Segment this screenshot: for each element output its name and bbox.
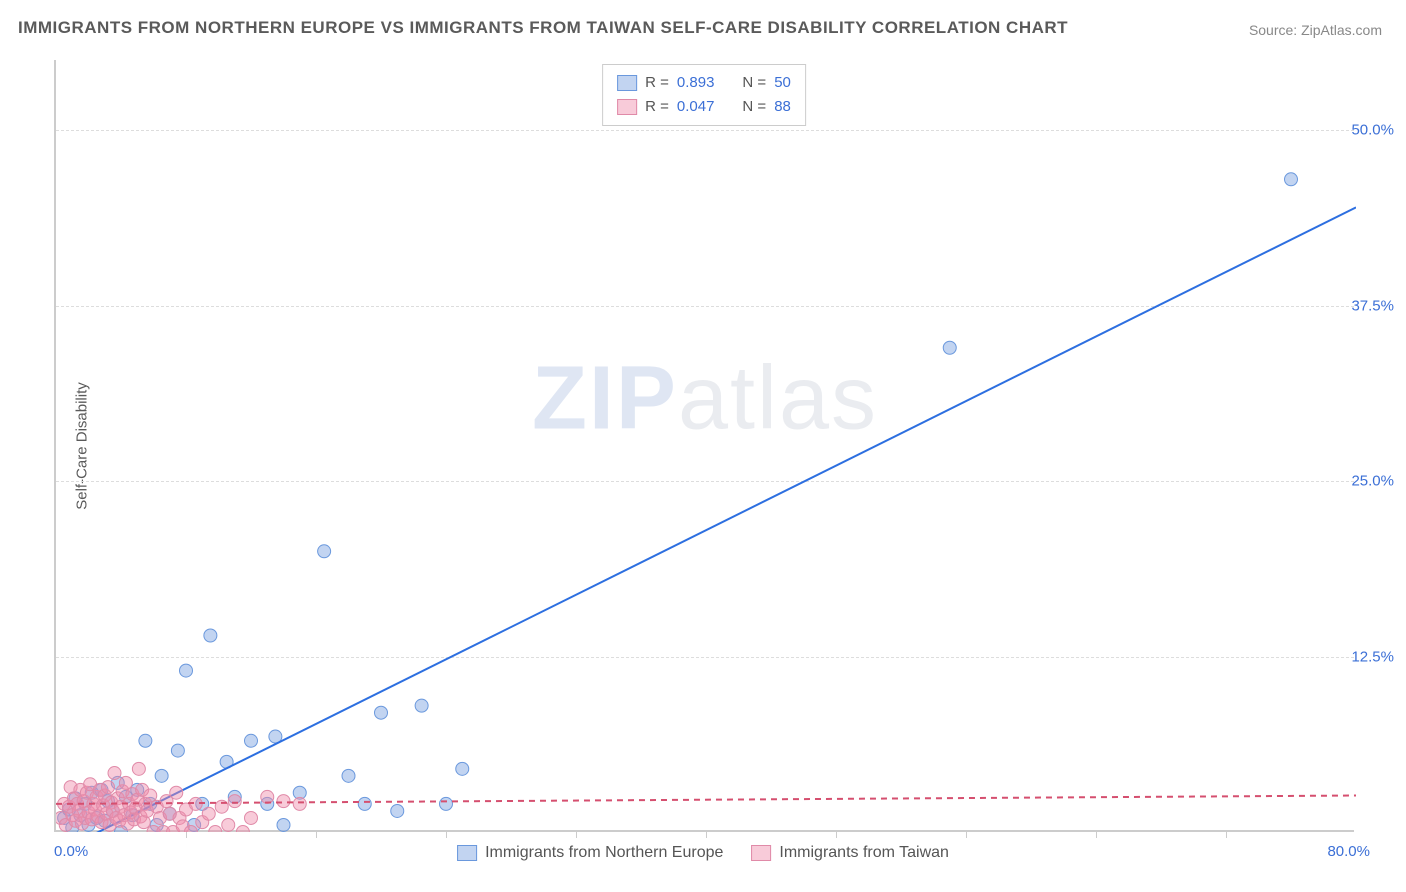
x-max-label: 80.0%	[1327, 843, 1370, 860]
data-point	[943, 341, 956, 354]
data-point	[180, 664, 193, 677]
data-point	[171, 744, 184, 757]
data-point	[456, 762, 469, 775]
legend-swatch	[617, 99, 637, 115]
plot-region: ZIPatlas	[54, 60, 1354, 832]
data-point	[245, 811, 258, 824]
y-tick-label: 12.5%	[1351, 648, 1394, 665]
data-point	[170, 786, 183, 799]
legend-n-value: 50	[774, 71, 791, 95]
y-tick-label: 50.0%	[1351, 122, 1394, 139]
legend-row: R = 0.893 N = 50	[617, 71, 791, 95]
data-point	[236, 826, 249, 833]
legend-n-label: N =	[742, 71, 766, 95]
data-point	[415, 699, 428, 712]
data-point	[277, 818, 290, 831]
y-tick-label: 25.0%	[1351, 473, 1394, 490]
data-point	[358, 797, 371, 810]
data-point	[245, 734, 258, 747]
legend-r-value: 0.893	[677, 71, 715, 95]
data-point	[139, 734, 152, 747]
legend-swatch	[457, 845, 477, 861]
y-tick-label: 37.5%	[1351, 297, 1394, 314]
legend-r-value: 0.047	[677, 95, 715, 119]
legend-series-label: Immigrants from Northern Europe	[485, 844, 723, 862]
data-point	[108, 767, 121, 780]
data-point	[277, 795, 290, 808]
data-point	[132, 762, 145, 775]
chart-title: IMMIGRANTS FROM NORTHERN EUROPE VS IMMIG…	[18, 18, 1068, 38]
x-origin-label: 0.0%	[54, 843, 88, 860]
data-point	[222, 818, 235, 831]
data-point	[293, 797, 306, 810]
legend-row: R = 0.047 N = 88	[617, 95, 791, 119]
legend-series-label: Immigrants from Taiwan	[779, 844, 949, 862]
legend-n-value: 88	[774, 95, 791, 119]
data-point	[342, 769, 355, 782]
legend-n-label: N =	[742, 95, 766, 119]
data-point	[202, 807, 215, 820]
legend-top: R = 0.893 N = 50 R = 0.047 N = 88	[602, 64, 806, 126]
chart-area: ZIPatlas R = 0.893 N = 50 R = 0.047 N = 88	[54, 60, 1354, 832]
legend-item: Immigrants from Northern Europe	[457, 844, 723, 862]
legend-swatch	[617, 75, 637, 91]
data-point	[228, 795, 241, 808]
legend-r-label: R =	[645, 95, 669, 119]
plot-svg	[56, 60, 1356, 832]
legend-bottom: Immigrants from Northern Europe Immigrant…	[457, 844, 949, 862]
data-point	[440, 797, 453, 810]
data-point	[261, 790, 274, 803]
legend-r-label: R =	[645, 71, 669, 95]
data-point	[204, 629, 217, 642]
data-point	[375, 706, 388, 719]
data-point	[155, 769, 168, 782]
data-point	[1285, 173, 1298, 186]
trend-line	[56, 796, 1356, 804]
legend-swatch	[751, 845, 771, 861]
data-point	[391, 804, 404, 817]
data-point	[318, 545, 331, 558]
legend-item: Immigrants from Taiwan	[751, 844, 949, 862]
data-point	[209, 826, 222, 833]
data-point	[102, 781, 115, 794]
source-attribution: Source: ZipAtlas.com	[1249, 22, 1382, 38]
